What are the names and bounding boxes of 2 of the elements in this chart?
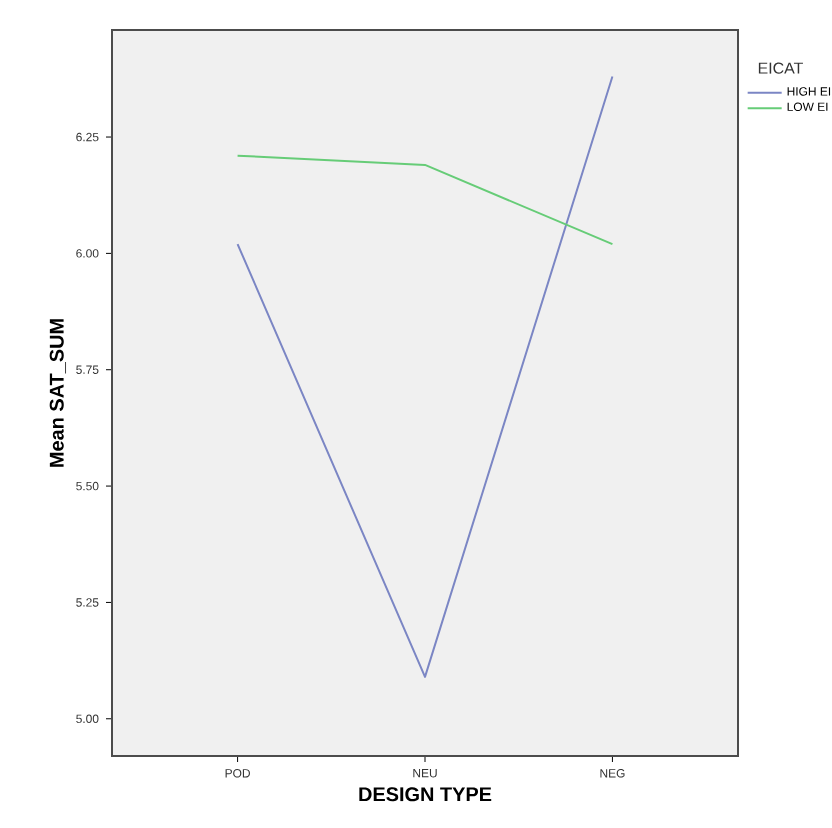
y-axis-title: Mean SAT_SUM <box>49 319 67 467</box>
x-axis-title: DESIGN TYPE <box>359 787 492 802</box>
